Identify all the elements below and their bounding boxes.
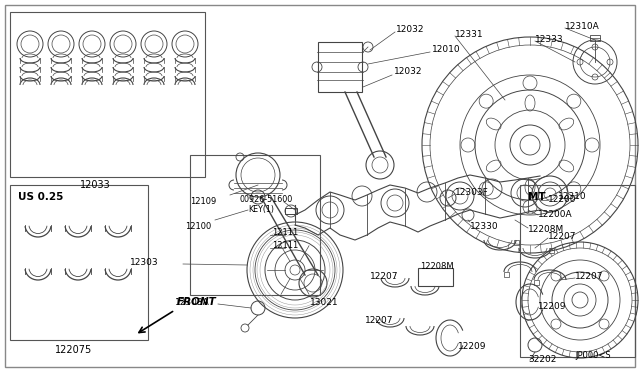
Text: JP000<S: JP000<S	[575, 351, 611, 360]
Text: 12109: 12109	[190, 197, 216, 206]
Text: 12207: 12207	[575, 272, 604, 281]
Text: 12207: 12207	[548, 232, 577, 241]
Text: 12032: 12032	[396, 25, 424, 33]
Text: 12100: 12100	[185, 222, 211, 231]
Text: 32202: 32202	[528, 355, 556, 364]
Text: FRONT: FRONT	[177, 297, 217, 307]
Bar	[418, 268, 453, 286]
Text: 12010: 12010	[432, 45, 461, 54]
Text: 12208M: 12208M	[420, 262, 454, 271]
Bar	[318, 42, 362, 92]
Text: 12331: 12331	[455, 30, 484, 39]
Text: MT: MT	[528, 192, 546, 202]
Bar	[190, 155, 320, 295]
Text: 12310: 12310	[558, 192, 587, 201]
Text: 12111: 12111	[272, 241, 298, 250]
Bar	[590, 35, 600, 41]
Text: 12209: 12209	[458, 342, 486, 351]
Text: 12200: 12200	[548, 195, 577, 204]
Text: 122075: 122075	[55, 345, 92, 355]
Bar	[534, 280, 539, 285]
Bar	[549, 248, 554, 253]
Text: 13021: 13021	[310, 298, 339, 307]
Bar	[285, 208, 297, 214]
Text: 12209: 12209	[538, 302, 566, 311]
Text: KEY(1): KEY(1)	[248, 205, 274, 214]
Text: 12330: 12330	[470, 222, 499, 231]
Bar	[520, 185, 635, 357]
Text: 12208M: 12208M	[528, 225, 564, 234]
Text: 12310A: 12310A	[565, 22, 600, 31]
Text: 12111: 12111	[272, 228, 298, 237]
Text: 12207: 12207	[370, 272, 399, 281]
Bar	[10, 185, 148, 340]
Text: 12333: 12333	[535, 35, 564, 44]
Text: 12207: 12207	[365, 316, 394, 325]
Text: 12032: 12032	[394, 67, 422, 77]
Bar	[10, 12, 205, 177]
Bar	[504, 272, 509, 277]
Bar	[514, 240, 519, 245]
Text: 12303A: 12303A	[175, 298, 210, 307]
Text: 12200A: 12200A	[538, 210, 573, 219]
Text: US 0.25: US 0.25	[18, 192, 63, 202]
Text: 12033: 12033	[79, 180, 110, 190]
Text: 12303: 12303	[130, 258, 159, 267]
Text: 12303F: 12303F	[455, 188, 489, 197]
Text: 00926-51600: 00926-51600	[240, 195, 293, 204]
